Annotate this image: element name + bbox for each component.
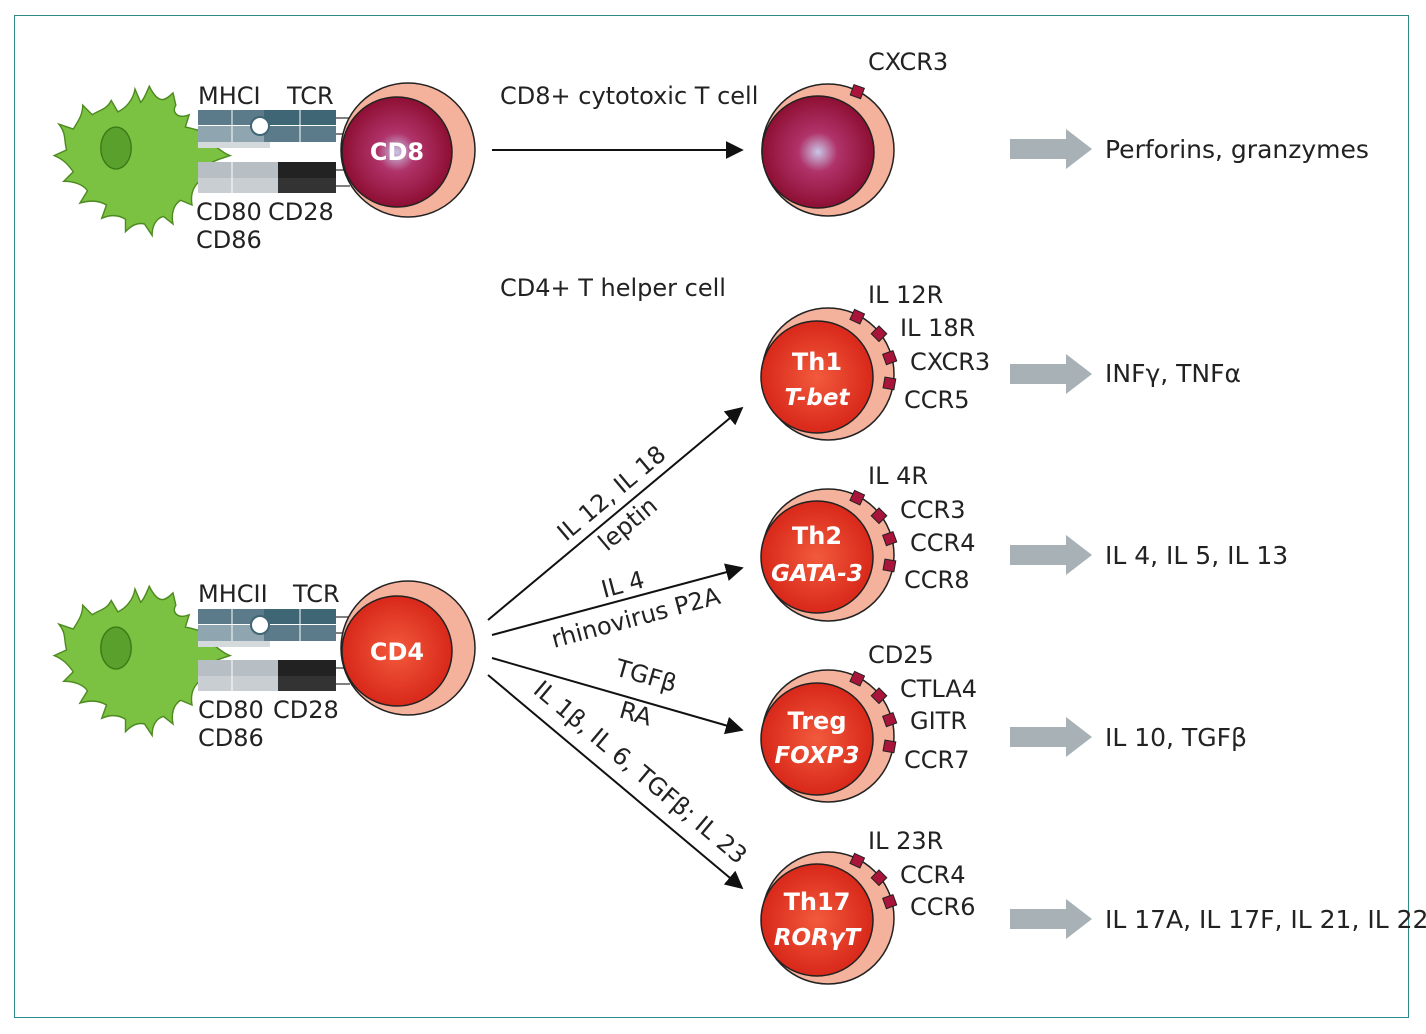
th2-receptor-1: IL 4R xyxy=(868,462,928,490)
th1-arrow xyxy=(487,406,744,621)
treg-receptor-2: CTLA4 xyxy=(900,675,977,703)
treg-path-label-1: TGFβ xyxy=(611,654,680,698)
cd86-label: CD86 xyxy=(196,226,262,254)
receptor-icon xyxy=(882,530,898,547)
costimulatory-complex xyxy=(198,162,350,193)
treg-name: Treg xyxy=(787,707,846,735)
th17-receptor-1: IL 23R xyxy=(868,827,943,855)
th1-receptor-3: CXCR3 xyxy=(910,348,990,376)
receptor-icon xyxy=(870,687,888,705)
treg-arrow xyxy=(491,657,744,735)
receptor-icon xyxy=(882,711,898,728)
receptor-icon xyxy=(849,670,866,687)
receptor-icon xyxy=(849,308,866,325)
th2-name: Th2 xyxy=(792,522,842,550)
cd86-label: CD86 xyxy=(198,724,264,752)
mhc-tcr-complex xyxy=(198,110,350,148)
treg-tf: FOXP3 xyxy=(774,743,859,769)
mhc-label: MHCI xyxy=(198,82,261,110)
receptor-icon xyxy=(882,739,897,754)
treg-path-label-2: RA xyxy=(616,696,655,732)
receptor-icon xyxy=(870,325,888,343)
cd4-cell: CD4 xyxy=(340,580,476,716)
th1-receptor-4: CCR5 xyxy=(904,386,969,414)
dendritic-cell-icon xyxy=(53,85,231,237)
mhc-tcr-complex xyxy=(198,609,350,647)
th1-tf: T-bet xyxy=(785,385,851,411)
dendritic-cell-icon xyxy=(53,585,231,737)
cd8-cell: CD8 xyxy=(340,82,476,218)
th2-tf: GATA-3 xyxy=(771,561,863,587)
cd4-cell-label: CD4 xyxy=(370,638,424,666)
cd8-arrow-label: CD8+ cytotoxic T cell xyxy=(500,82,758,110)
receptor-icon xyxy=(882,349,898,366)
cd8-receptor-cxcr3: CXCR3 xyxy=(868,48,948,76)
th17-cell: Th17 RORγT IL 23R CCR4 CCR6 xyxy=(760,827,975,985)
th2-path-label-1: IL 4 xyxy=(598,566,647,604)
figure-border xyxy=(14,15,1409,1018)
costimulatory-complex xyxy=(198,660,350,691)
cd8-output: Perforins, granzymes xyxy=(1105,135,1369,164)
th2-receptor-2: CCR3 xyxy=(900,496,965,524)
cd80-label: CD80 xyxy=(196,198,262,226)
th17-receptor-2: CCR4 xyxy=(900,861,965,889)
cd8-cell-label: CD8 xyxy=(370,138,424,166)
tcr-label: TCR xyxy=(292,580,340,608)
th17-output: IL 17A, IL 17F, IL 21, IL 22 xyxy=(1105,905,1426,934)
th1-receptor-1: IL 12R xyxy=(868,281,943,309)
th17-tf: RORγT xyxy=(774,925,863,951)
receptor-icon xyxy=(849,489,866,506)
output-arrow-icon xyxy=(1010,129,1092,169)
treg-receptor-4: CCR7 xyxy=(904,746,969,774)
mhc-label: MHCII xyxy=(198,580,268,608)
treg-receptor-3: GITR xyxy=(910,707,967,735)
th2-receptor-3: CCR4 xyxy=(910,529,975,557)
cd80-label: CD80 xyxy=(198,696,264,724)
receptor-icon xyxy=(870,507,888,525)
th2-arrow xyxy=(491,563,744,636)
output-arrow-icon xyxy=(1010,354,1092,394)
treg-receptor-1: CD25 xyxy=(868,641,934,669)
th17-arrow xyxy=(487,674,744,890)
apc-cd4: MHCII TCR CD80 CD28 CD86 CD4 xyxy=(53,580,476,752)
tcr-label: TCR xyxy=(286,82,334,110)
receptor-icon xyxy=(849,852,866,869)
output-arrow-icon xyxy=(1010,899,1092,939)
apc-cd8: MHCI TCR CD80 CD28 CD86 CD8 xyxy=(53,82,476,254)
output-arrow-icon xyxy=(1010,535,1092,575)
cytotoxic-t-cell: CXCR3 xyxy=(761,48,948,217)
receptor-icon xyxy=(882,558,897,573)
th1-name: Th1 xyxy=(792,348,842,376)
cd4-section-label: CD4+ T helper cell xyxy=(500,274,726,302)
cd28-label: CD28 xyxy=(273,696,339,724)
receptor-icon xyxy=(870,869,888,887)
output-arrow-icon xyxy=(1010,717,1092,757)
th2-receptor-4: CCR8 xyxy=(904,566,969,594)
th17-name: Th17 xyxy=(784,888,851,916)
receptor-icon xyxy=(882,376,897,391)
cd28-label: CD28 xyxy=(268,198,334,226)
th17-receptor-3: CCR6 xyxy=(910,893,975,921)
treg-output: IL 10, TGFβ xyxy=(1105,723,1247,752)
treg-cell: Treg FOXP3 CD25 CTLA4 GITR CCR7 xyxy=(760,641,977,803)
th2-cell: Th2 GATA-3 IL 4R CCR3 CCR4 CCR8 xyxy=(760,462,975,622)
receptor-icon xyxy=(882,893,898,910)
th1-receptor-2: IL 18R xyxy=(900,314,975,342)
receptor-icon xyxy=(849,83,865,100)
th1-output: INFγ, TNFα xyxy=(1105,359,1241,388)
th2-output: IL 4, IL 5, IL 13 xyxy=(1105,541,1288,570)
th1-cell: Th1 T-bet IL 12R IL 18R CXCR3 CCR5 xyxy=(760,281,990,441)
